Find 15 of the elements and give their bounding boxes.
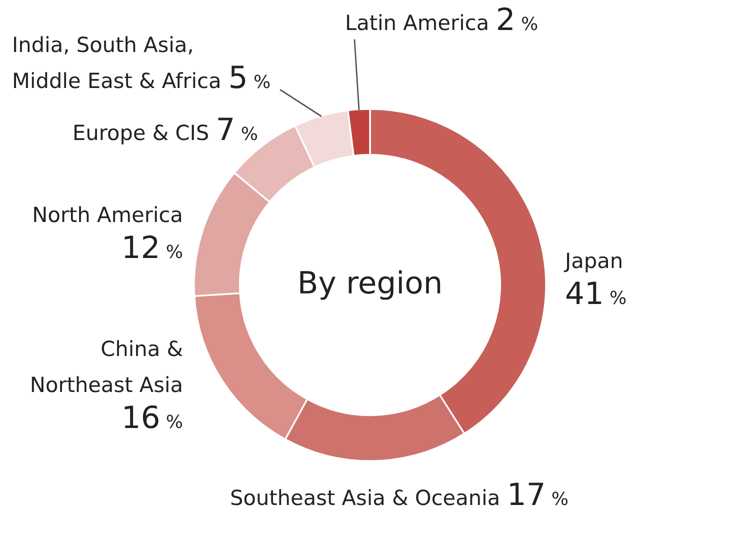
slice-label: India, South Asia, Middle East & Africa: [14, 36, 220, 88]
slice-label: Latin America: [347, 14, 488, 30]
slice-label: Europe & CIS: [74, 124, 208, 144]
data-label: 17 %: [510, 482, 568, 506]
slice-label: Southeast Asia & Oceania: [231, 489, 498, 506]
slice-label: China & Northeast Asia: [32, 340, 182, 392]
data-label: 12 %: [124, 235, 182, 258]
text: By region: [300, 270, 440, 300]
data-label: 5 %: [230, 66, 270, 88]
data-label: 7 %: [218, 118, 258, 140]
data-label: 2 %: [498, 7, 538, 30]
slice-label: Japan: [564, 252, 622, 272]
data-label: 41 %: [566, 282, 626, 304]
slice-label: North America: [34, 206, 182, 222]
data-label: 16 %: [124, 405, 182, 428]
